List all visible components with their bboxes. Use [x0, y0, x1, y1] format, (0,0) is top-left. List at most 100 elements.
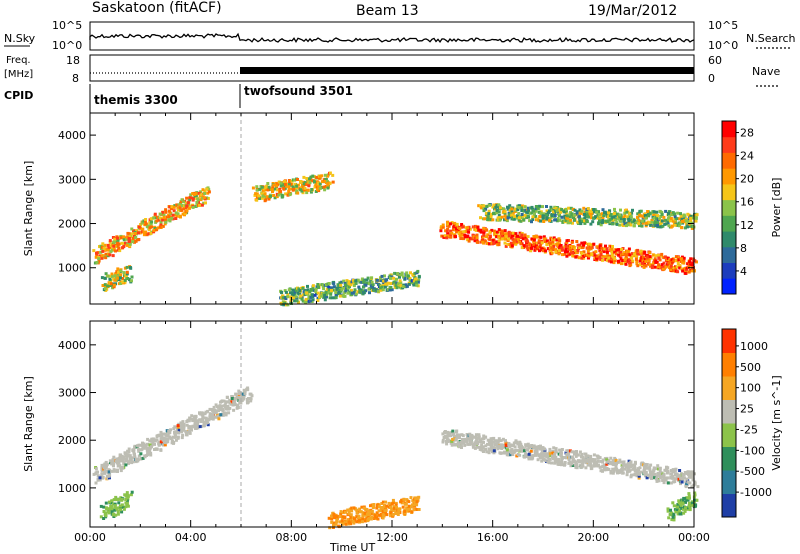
echo-cell: [536, 458, 540, 462]
echo-cell: [332, 524, 336, 528]
echo-cell: [669, 217, 673, 220]
echo-cell: [364, 283, 368, 287]
echo-cell: [673, 469, 677, 473]
echo-cell: [137, 225, 141, 229]
echo-cell: [161, 211, 165, 214]
echo-cell: [301, 191, 305, 195]
echo-cell: [113, 240, 116, 244]
echo-cell: [528, 243, 532, 247]
echo-cell: [528, 219, 532, 223]
colorbar-tick-label: 100: [740, 382, 761, 395]
echo-cell: [648, 212, 652, 216]
echo-cell: [658, 258, 662, 262]
echo-cell: [365, 517, 369, 521]
echo-cell: [652, 259, 656, 263]
echo-cell: [113, 274, 117, 278]
echo-cell: [612, 214, 616, 217]
echo-cell: [405, 271, 409, 275]
echo-cell: [232, 408, 236, 412]
echo-cell: [105, 462, 109, 466]
echo-cell: [695, 260, 698, 264]
echo-cell: [524, 208, 528, 212]
echo-cell: [383, 285, 387, 289]
echo-cell: [294, 295, 298, 299]
echo-cell: [676, 505, 679, 509]
echo-cell: [379, 276, 383, 280]
echo-cell: [227, 411, 231, 415]
echo-cell: [191, 197, 195, 200]
echo-cell: [558, 448, 562, 452]
echo-cell: [415, 283, 419, 287]
echo-cell: [479, 216, 482, 220]
echo-cell: [172, 209, 176, 213]
echo-cell: [193, 423, 197, 427]
echo-cell: [505, 219, 509, 223]
echo-cell: [338, 281, 342, 285]
echo-cell: [376, 289, 380, 293]
echo-cell: [531, 218, 535, 221]
echo-cell: [587, 461, 591, 465]
echo-cell: [290, 291, 294, 295]
echo-cell: [687, 475, 691, 479]
echo-cell: [528, 211, 532, 215]
echo-cell: [257, 194, 261, 198]
echo-cell: [350, 281, 354, 284]
echo-cell: [672, 504, 676, 508]
echo-cell: [307, 294, 311, 298]
echo-cell: [150, 445, 153, 449]
echo-cell: [561, 248, 565, 252]
echo-cell: [591, 458, 594, 461]
echo-cell: [552, 457, 555, 461]
echo-cell: [483, 217, 487, 221]
echo-cell: [681, 269, 685, 273]
echo-cell: [571, 457, 575, 461]
echo-cell: [649, 463, 653, 467]
echo-cell: [392, 501, 396, 505]
echo-cell: [149, 231, 153, 235]
echo-cell: [623, 252, 627, 256]
echo-cell: [586, 215, 590, 219]
echo-cell: [413, 499, 417, 503]
echo-cell: [597, 464, 600, 467]
echo-cell: [542, 212, 546, 216]
echo-cell: [573, 208, 577, 212]
echo-cell: [578, 243, 582, 247]
echo-cell: [315, 292, 318, 296]
echo-cell: [398, 279, 402, 283]
echo-cell: [595, 454, 599, 458]
echo-cell: [198, 418, 202, 422]
echo-cell: [322, 185, 326, 189]
echo-cell: [173, 430, 176, 434]
echo-cell: [661, 475, 665, 479]
echo-cell: [521, 204, 525, 208]
echo-cell: [109, 282, 113, 286]
echo-cell: [309, 288, 313, 291]
echo-cell: [612, 215, 616, 219]
echo-cell: [666, 507, 670, 511]
echo-cell: [355, 515, 359, 519]
echo-cell: [409, 496, 413, 500]
echo-cell: [93, 261, 97, 265]
echo-cell: [120, 454, 124, 458]
echo-cell: [185, 209, 189, 213]
echo-cell: [575, 466, 579, 470]
echo-cell: [283, 182, 287, 186]
echo-cell: [100, 463, 104, 467]
echo-cell: [416, 280, 420, 284]
echo-cell: [517, 206, 521, 209]
echo-cell: [296, 183, 300, 187]
echo-cell: [184, 201, 188, 205]
echo-cell: [593, 254, 597, 258]
x-axis-label: Time UT: [329, 541, 375, 554]
echo-cell: [153, 212, 157, 216]
echo-cell: [279, 192, 283, 196]
echo-cell: [503, 439, 507, 443]
echo-cell: [230, 395, 234, 398]
echo-cell: [446, 227, 450, 231]
echo-cell: [507, 230, 511, 234]
echo-cell: [122, 455, 126, 459]
echo-cell: [545, 209, 549, 213]
echo-cell: [121, 277, 125, 280]
echo-cell: [255, 196, 259, 199]
echo-cell: [460, 438, 464, 441]
